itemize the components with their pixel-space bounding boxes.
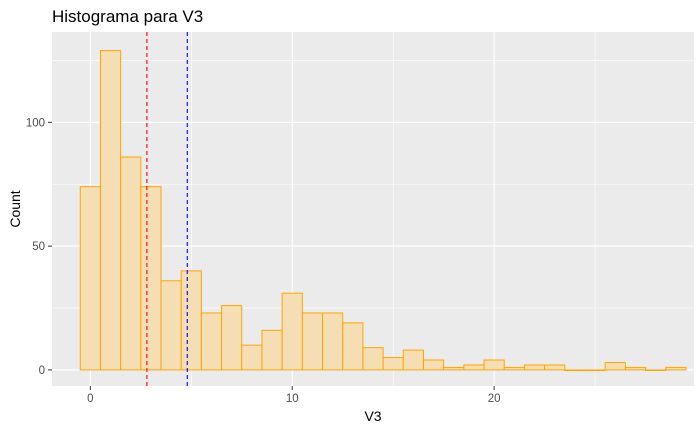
y-tick-label: 0: [39, 365, 45, 377]
histogram-bar: [665, 366, 687, 371]
histogram-bar: [544, 364, 566, 371]
chart-title: Histograma para V3: [52, 7, 203, 26]
histogram-bar: [281, 292, 303, 371]
histogram-bar: [322, 312, 344, 371]
histogram-bar: [624, 366, 647, 371]
histogram-bar: [342, 322, 364, 371]
reference-lines: [146, 32, 188, 386]
y-axis-title: Count: [7, 190, 23, 227]
histogram-bar: [362, 347, 384, 371]
histogram-bar: [422, 359, 445, 371]
y-tick-label: 100: [26, 117, 45, 129]
histogram-bar: [180, 270, 202, 371]
histogram-bar: [382, 357, 404, 371]
histogram-bar: [160, 280, 182, 371]
histogram-bar: [503, 366, 525, 371]
histogram-bar: [261, 329, 283, 371]
histogram-bar: [645, 369, 667, 372]
x-tick-label: 20: [488, 393, 501, 405]
x-axis-title: V3: [364, 408, 381, 424]
histogram-bar: [483, 359, 505, 371]
x-axis-ticks: 0 10 20: [87, 386, 501, 405]
histogram-bar: [221, 305, 243, 371]
histogram-bar: [584, 369, 606, 372]
x-tick-label: 0: [87, 393, 93, 405]
histogram-bars: [79, 50, 687, 372]
y-axis-ticks: 0 50 100: [26, 117, 52, 377]
histogram-bar: [443, 366, 465, 371]
histogram-bar: [604, 361, 626, 371]
histogram-bar: [402, 349, 424, 371]
histogram-bar: [463, 364, 485, 371]
x-tick-label: 10: [286, 393, 299, 405]
histogram-bar: [79, 186, 101, 371]
histogram-bar: [301, 312, 324, 371]
y-tick-label: 50: [32, 241, 45, 253]
histogram-bar: [564, 369, 586, 372]
histogram-bar: [523, 364, 546, 371]
histogram-bar: [140, 186, 162, 371]
histogram-bar: [200, 312, 223, 371]
histogram-bar: [99, 50, 122, 371]
histogram-bar: [241, 344, 263, 371]
histogram-bar: [120, 156, 142, 371]
